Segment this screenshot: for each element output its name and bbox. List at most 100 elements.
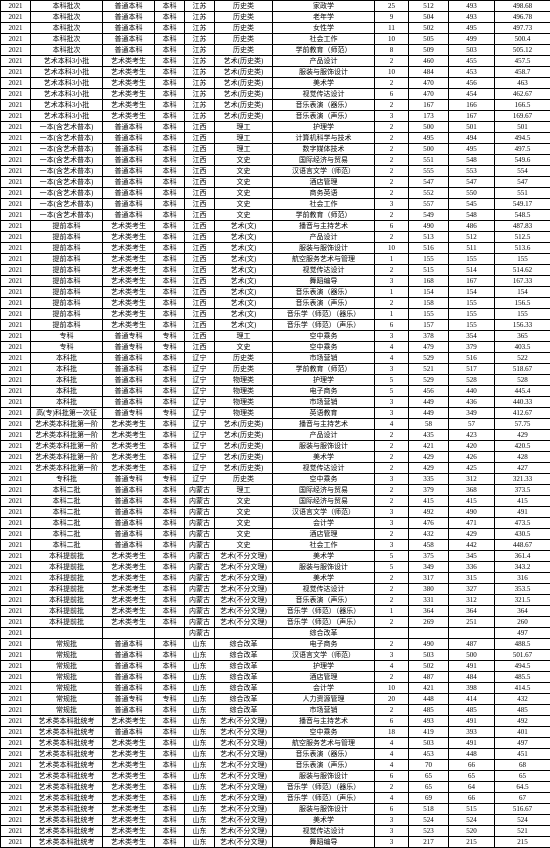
table-cell: 艺术(文) bbox=[215, 221, 273, 232]
table-cell: 理工 bbox=[215, 122, 273, 133]
table-cell: 本科 bbox=[155, 562, 185, 573]
table-cell: 美术学 bbox=[273, 815, 375, 826]
table-cell: 艺术类考生 bbox=[103, 221, 155, 232]
table-cell: 3 bbox=[375, 397, 409, 408]
table-cell: 江西 bbox=[185, 298, 215, 309]
table-cell: 2021 bbox=[1, 595, 31, 606]
table-cell: 本科批 bbox=[31, 364, 103, 375]
table-cell: 2021 bbox=[1, 111, 31, 122]
table-cell bbox=[155, 628, 185, 639]
table-cell: 物理类 bbox=[215, 386, 273, 397]
table-cell: 本科 bbox=[155, 265, 185, 276]
table-cell: 本科 bbox=[155, 320, 185, 331]
table-cell: 文史 bbox=[215, 199, 273, 210]
table-cell: 2021 bbox=[1, 793, 31, 804]
table-cell: 493 bbox=[409, 716, 449, 727]
table-row: 2021本科批普通本科本科辽宁物理类护理学5529528528 bbox=[1, 375, 550, 386]
table-cell: 家政学 bbox=[273, 1, 375, 12]
table-cell: 本科 bbox=[155, 496, 185, 507]
table-cell: 6 bbox=[375, 89, 409, 100]
table-cell: 2021 bbox=[1, 562, 31, 573]
table-cell: 545 bbox=[449, 199, 495, 210]
table-cell: 艺术类考生 bbox=[103, 760, 155, 771]
table-cell: 10 bbox=[375, 67, 409, 78]
table-cell: 艺术类本科批统考 bbox=[31, 716, 103, 727]
table-cell: 2021 bbox=[1, 815, 31, 826]
table-cell: 486 bbox=[449, 221, 495, 232]
table-cell: 物理类 bbox=[215, 397, 273, 408]
table-row: 2021本科批普通本科本科辽宁历史类学前教育（师范）3521517518.67 bbox=[1, 364, 550, 375]
table-cell: 本科 bbox=[155, 210, 185, 221]
table-cell: 本科 bbox=[155, 705, 185, 716]
table-cell: 2021 bbox=[1, 67, 31, 78]
table-cell: 69 bbox=[409, 793, 449, 804]
table-cell: 音乐表演（器乐） bbox=[273, 749, 375, 760]
table-cell: 2021 bbox=[1, 254, 31, 265]
table-cell: 2021 bbox=[1, 1, 31, 12]
table-cell: 2 bbox=[375, 210, 409, 221]
table-cell: 市场营销 bbox=[273, 705, 375, 716]
table-cell: 江西 bbox=[185, 144, 215, 155]
table-cell: 江西 bbox=[185, 265, 215, 276]
table-cell: 2021 bbox=[1, 683, 31, 694]
table-cell: 艺术(不分文理) bbox=[215, 562, 273, 573]
table-cell: 文史 bbox=[215, 155, 273, 166]
table-cell: 4 bbox=[375, 353, 409, 364]
table-cell: 364 bbox=[495, 606, 550, 617]
table-cell: 艺术类本科批统考 bbox=[31, 771, 103, 782]
table-cell: 艺术类考生 bbox=[103, 320, 155, 331]
table-cell: 2021 bbox=[1, 12, 31, 23]
table-cell: 502 bbox=[409, 23, 449, 34]
table-row: 2021艺术类本科批统考普通本科本科山东艺术(不分文理)空中乘务18419393… bbox=[1, 727, 550, 738]
table-cell: 2021 bbox=[1, 122, 31, 133]
table-cell: 普通本科 bbox=[103, 705, 155, 716]
table-cell: 2 bbox=[375, 782, 409, 793]
table-row: 2021高(专)科批第一次征普通专科专科辽宁物理类英语教育3449349412.… bbox=[1, 408, 550, 419]
table-cell: 历史类 bbox=[215, 12, 273, 23]
table-cell: 本科 bbox=[155, 144, 185, 155]
table-cell: 艺术(历史类) bbox=[215, 56, 273, 67]
table-cell: 476 bbox=[409, 518, 449, 529]
table-cell: 提前本科 bbox=[31, 320, 103, 331]
table-cell: 汉语言文学（师范） bbox=[273, 166, 375, 177]
table-cell: 513 bbox=[409, 232, 449, 243]
table-cell: 辽宁 bbox=[185, 463, 215, 474]
table-cell: 历史类 bbox=[215, 45, 273, 56]
table-cell: 5 bbox=[375, 551, 409, 562]
table-cell: 528 bbox=[495, 375, 550, 386]
table-cell: 2 bbox=[375, 100, 409, 111]
table-cell: 2021 bbox=[1, 584, 31, 595]
table-cell: 艺术(历史类) bbox=[215, 111, 273, 122]
table-row: 2021提前本科艺术类考生本科江西艺术(文)音乐学（师范）（声乐）6157155… bbox=[1, 320, 550, 331]
table-cell: 音乐学（师范）（声乐） bbox=[273, 793, 375, 804]
table-cell: 4 bbox=[375, 738, 409, 749]
table-cell: 江西 bbox=[185, 199, 215, 210]
table-cell: 普通本科 bbox=[103, 683, 155, 694]
table-cell: 414 bbox=[449, 694, 495, 705]
table-cell: 艺术(历史类) bbox=[215, 463, 273, 474]
table-cell: 429 bbox=[495, 430, 550, 441]
table-cell: 2021 bbox=[1, 430, 31, 441]
table-cell: 艺术(历史类) bbox=[215, 78, 273, 89]
table-cell: 8 bbox=[375, 45, 409, 56]
table-cell: 269 bbox=[409, 617, 449, 628]
table-cell: 美术学 bbox=[273, 452, 375, 463]
table-cell: 本科 bbox=[155, 738, 185, 749]
table-cell: 本科 bbox=[155, 804, 185, 815]
table-cell: 2021 bbox=[1, 551, 31, 562]
table-cell: 本科批次 bbox=[31, 1, 103, 12]
table-row: 2021专科普通专科专科江西文史空中乘务4479379403.5 bbox=[1, 342, 550, 353]
table-cell: 本科 bbox=[155, 122, 185, 133]
table-row: 2021本科批普通本科本科辽宁历史类市场营销4529516522 bbox=[1, 353, 550, 364]
table-cell: 2021 bbox=[1, 452, 31, 463]
table-cell: 321.5 bbox=[495, 595, 550, 606]
table-cell: 429 bbox=[409, 463, 449, 474]
table-cell: 提前本科 bbox=[31, 287, 103, 298]
table-cell: 516.67 bbox=[495, 804, 550, 815]
table-cell: 503 bbox=[409, 738, 449, 749]
table-cell: 2021 bbox=[1, 210, 31, 221]
table-cell: 艺术类考生 bbox=[103, 441, 155, 452]
admission-data-table: 2021本科批次普通本科本科江苏历史类家政学25512493498.682021… bbox=[0, 0, 550, 848]
table-cell: 2021 bbox=[1, 144, 31, 155]
table-cell: 山东 bbox=[185, 716, 215, 727]
